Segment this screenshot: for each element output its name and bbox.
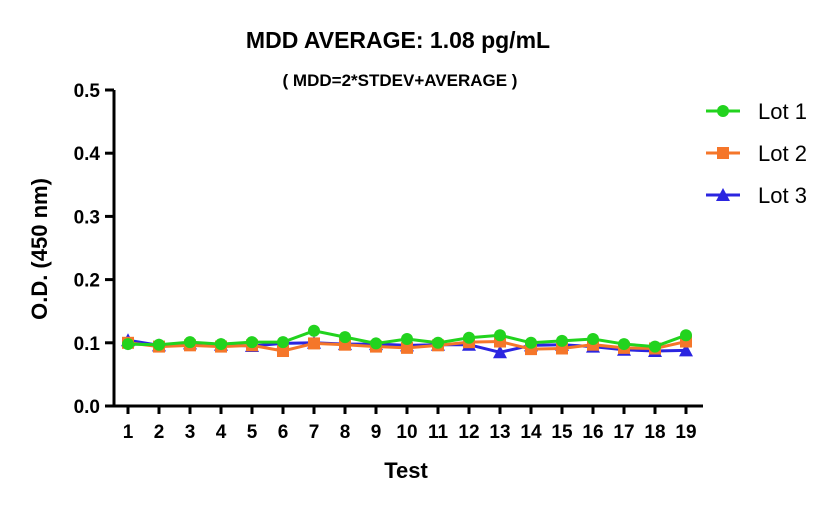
- legend-item-lot-1: Lot 1: [706, 99, 807, 124]
- x-tick-label: 7: [309, 422, 320, 443]
- x-tick-label: 3: [185, 422, 196, 443]
- data-point: [525, 336, 537, 349]
- data-point: [153, 338, 165, 351]
- data-point: [463, 331, 475, 344]
- data-point: [432, 336, 444, 349]
- data-point: [649, 340, 661, 353]
- data-point: [618, 338, 630, 351]
- legend-marker: [717, 105, 729, 117]
- data-point: [370, 337, 382, 350]
- data-point: [680, 329, 692, 342]
- data-point: [277, 336, 289, 349]
- data-point: [493, 345, 507, 359]
- x-tick-label: 18: [644, 422, 665, 443]
- x-tick-label: 5: [247, 422, 258, 443]
- y-tick-label: 0.4: [74, 144, 101, 165]
- data-point: [679, 343, 693, 357]
- legend-marker: [717, 147, 729, 159]
- y-axis: 0.0 0.1 0.2 0.3 0.4 0.5: [74, 81, 116, 418]
- legend-label: Lot 1: [758, 99, 807, 124]
- x-tick-label: 4: [216, 422, 227, 443]
- x-tick-label: 9: [371, 422, 382, 443]
- series-layer: [121, 324, 693, 359]
- legend-item-lot-3: Lot 3: [706, 183, 807, 208]
- data-point: [401, 341, 413, 354]
- y-tick-label: 0.0: [74, 397, 100, 418]
- y-tick-label: 0.1: [74, 334, 101, 355]
- data-point: [184, 336, 196, 349]
- x-tick-label: 14: [520, 422, 542, 443]
- data-point: [308, 324, 320, 337]
- legend-item-lot-2: Lot 2: [706, 141, 807, 166]
- data-point: [556, 334, 568, 347]
- chart-subtitle: ( MDD=2*STDEV+AVERAGE ): [283, 71, 518, 90]
- x-tick-label: 2: [154, 422, 165, 443]
- data-point: [122, 338, 134, 351]
- data-point: [246, 336, 258, 349]
- data-point: [494, 329, 506, 342]
- chart-title: MDD AVERAGE: 1.08 pg/mL: [246, 27, 550, 53]
- legend-marker: [716, 188, 730, 201]
- legend-label: Lot 3: [758, 183, 807, 208]
- x-tick-label: 12: [458, 422, 479, 443]
- data-point: [215, 338, 227, 351]
- x-tick-label: 16: [582, 422, 603, 443]
- x-tick-label: 8: [340, 422, 351, 443]
- data-point: [339, 331, 351, 344]
- x-tick-label: 6: [278, 422, 289, 443]
- y-axis-title: O.D. (450 nm): [27, 178, 52, 320]
- data-point: [587, 333, 599, 346]
- series-lot-1: [122, 324, 692, 353]
- x-tick-label: 10: [396, 422, 417, 443]
- data-point: [277, 345, 289, 358]
- x-axis-title: Test: [384, 458, 428, 483]
- x-tick-label: 17: [613, 422, 634, 443]
- x-tick-label: 19: [675, 422, 696, 443]
- x-axis: 1 2 3 4 5 6 7 8 9 10 11 12 13 14 15 16 17 18 19: [114, 404, 703, 443]
- legend: Lot 1 Lot 2 Lot 3: [706, 99, 807, 208]
- x-tick-label: 1: [123, 422, 134, 443]
- x-tick-label: 11: [428, 422, 449, 443]
- data-point: [401, 333, 413, 346]
- y-tick-label: 0.2: [74, 271, 100, 292]
- legend-label: Lot 2: [758, 141, 807, 166]
- y-tick-label: 0.3: [74, 207, 100, 228]
- x-tick-label: 13: [489, 422, 510, 443]
- data-point: [308, 337, 320, 350]
- y-tick-label: 0.5: [74, 81, 101, 102]
- x-tick-label: 15: [551, 422, 573, 443]
